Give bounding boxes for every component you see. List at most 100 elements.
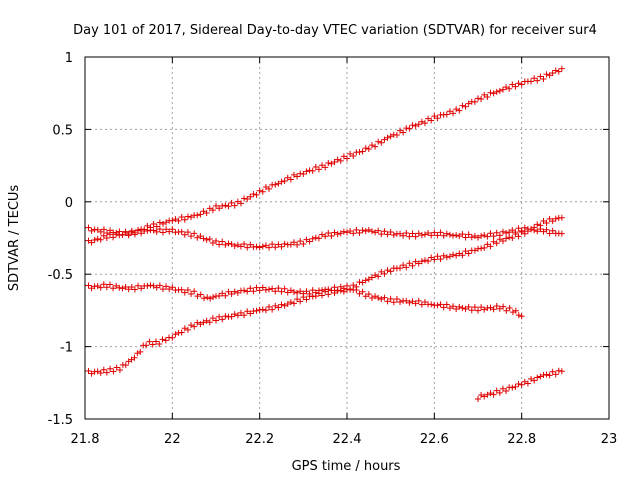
data-point [471,304,478,311]
data-point [135,227,142,234]
data-point [197,321,204,328]
data-point [372,293,379,300]
data-point [453,252,460,259]
data-point [134,350,141,357]
data-point [534,221,541,228]
data-point [334,156,341,163]
data-point [543,371,550,378]
data-point [250,191,257,198]
data-point [94,368,101,375]
data-point [203,236,210,243]
data-point [181,325,188,332]
data-point [284,289,291,296]
data-point [378,139,385,146]
data-point [303,236,310,243]
data-point [331,159,338,166]
data-point [549,368,556,375]
data-point [493,303,500,310]
data-point [106,231,113,238]
x-tick-label: 22.8 [507,432,536,447]
data-point [400,129,407,136]
data-point [496,305,503,312]
data-point [328,287,335,294]
data-point [184,287,191,294]
data-point [421,257,428,264]
data-point [309,287,316,294]
data-point [443,254,450,261]
data-point [481,91,488,98]
data-point [558,214,565,221]
data-point [431,229,438,236]
data-point [244,308,251,315]
data-point [528,375,535,382]
data-point [409,122,416,129]
data-point [459,252,466,259]
data-point [325,286,332,293]
data-point [412,300,419,307]
data-point [262,307,269,314]
data-point [534,374,541,381]
data-point [453,232,460,239]
data-point [365,291,372,298]
data-point [225,203,232,210]
data-point [222,292,229,299]
data-point [406,260,413,267]
data-point [131,354,138,361]
data-point [443,111,450,118]
data-point [446,305,453,312]
data-point [162,337,169,344]
data-point [409,262,416,269]
data-point [247,310,254,317]
data-point [100,366,107,373]
data-point [272,181,279,188]
data-point [287,299,294,306]
data-point [315,166,322,173]
data-point [340,228,347,235]
series-rising [85,65,565,239]
data-point [490,306,497,313]
data-point [272,302,279,309]
data-point [234,241,241,248]
data-point [88,227,95,234]
data-point [259,188,266,195]
data-point [475,396,481,403]
data-point [85,224,92,231]
data-point [478,232,485,239]
data-point [184,229,191,236]
data-point [131,286,138,293]
data-point [475,95,481,102]
data-point [188,214,195,221]
data-point [266,303,273,310]
data-point [493,387,500,394]
data-point [421,299,428,306]
data-point [555,68,562,75]
data-point [247,285,254,292]
data-point [437,229,444,236]
data-point [552,67,559,74]
data-point [328,160,335,167]
data-point [110,234,117,241]
data-point [397,265,404,272]
data-point [453,106,460,113]
data-point [540,228,547,235]
x-tick-label: 23 [601,432,618,447]
data-point [543,226,550,233]
x-axis-label: GPS time / hours [292,459,401,474]
data-point [487,304,494,311]
data-point [359,288,366,295]
data-point [540,76,547,83]
data-point [100,281,107,288]
data-point [222,313,229,320]
data-point [231,202,238,209]
data-point [97,284,104,291]
data-point [200,208,207,215]
data-point [231,242,238,249]
data-point [85,237,92,244]
series-flat-upper [85,224,565,251]
data-point [85,282,92,289]
data-point [319,162,326,169]
data-point [400,232,407,239]
data-point [347,150,354,157]
data-point [275,304,282,311]
data-point [387,295,394,302]
